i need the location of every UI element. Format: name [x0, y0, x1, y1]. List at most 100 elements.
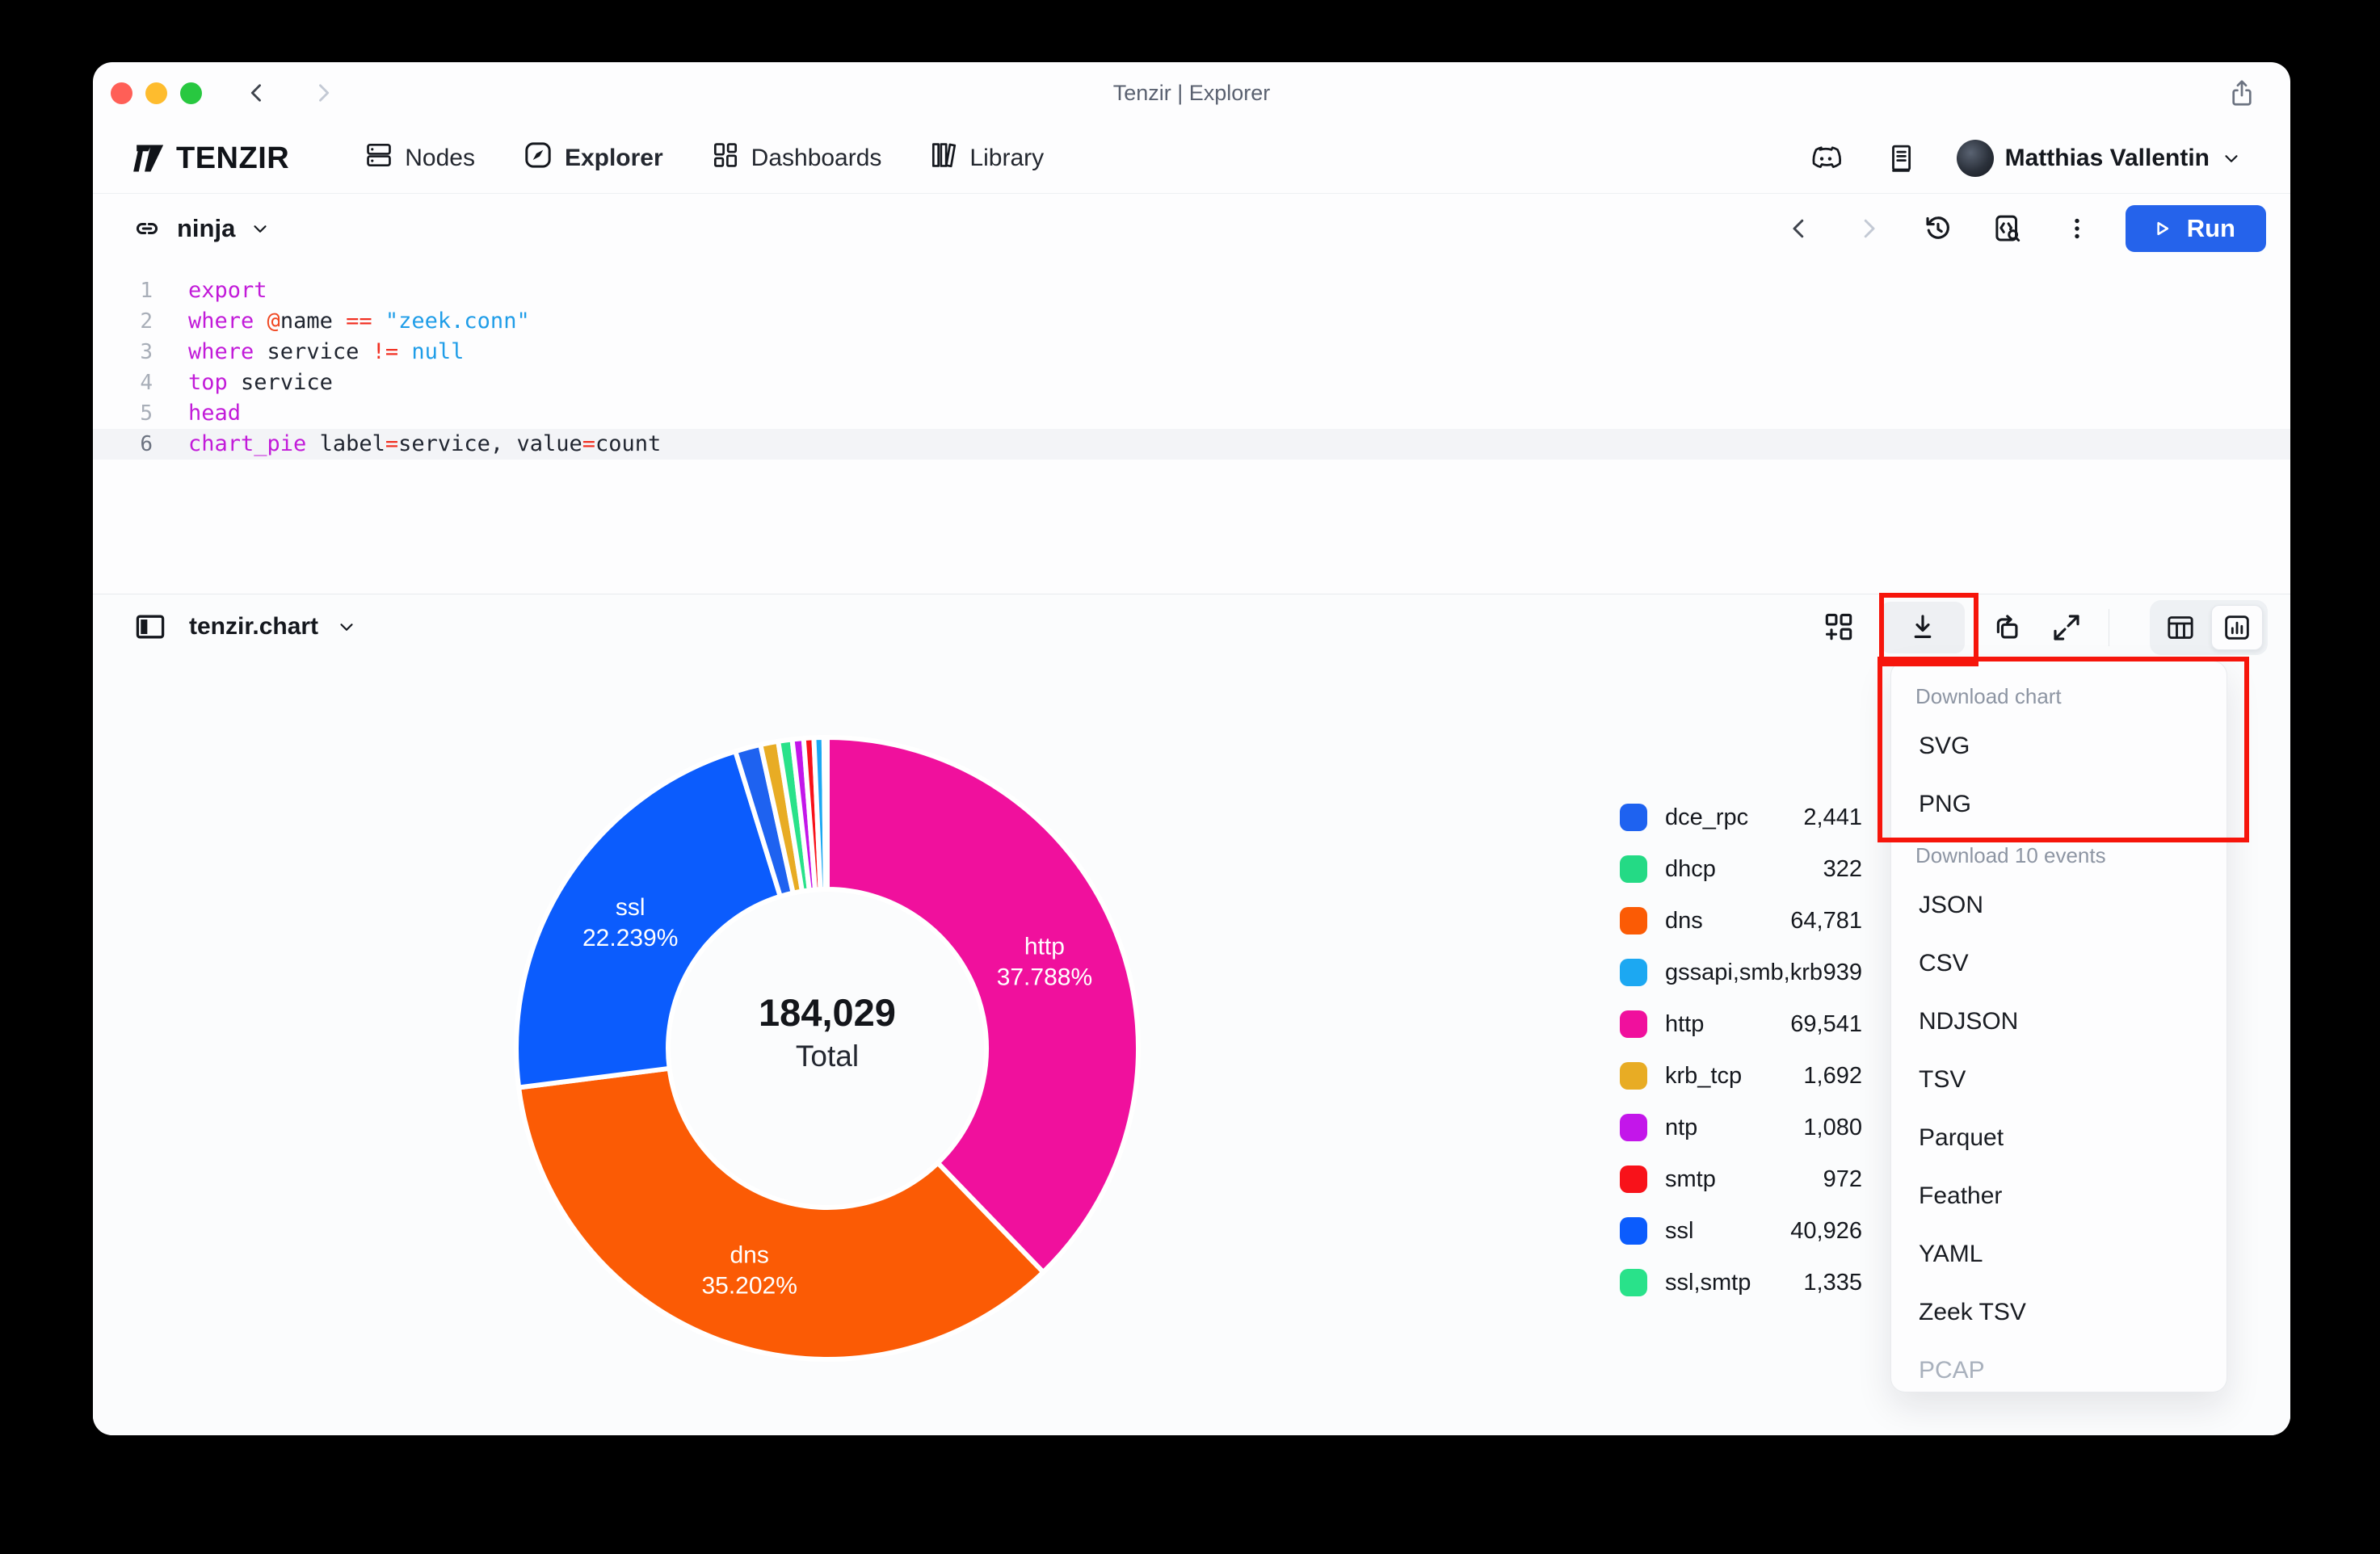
pipeline-name: ninja — [177, 214, 236, 242]
nav-item-label: Library — [969, 145, 1045, 171]
code-text: where service != null — [188, 339, 465, 364]
legend-row-ssl,smtp[interactable]: ssl,smtp 1,335 — [1620, 1257, 1862, 1308]
legend-swatch — [1620, 855, 1647, 883]
line-number: 1 — [140, 279, 153, 303]
traffic-lights — [111, 82, 202, 104]
legend-row-dns[interactable]: dns 64,781 — [1620, 895, 1862, 947]
legend-row-smtp[interactable]: smtp 972 — [1620, 1153, 1862, 1205]
legend-row-ntp[interactable]: ntp 1,080 — [1620, 1102, 1862, 1153]
line-number: 3 — [140, 340, 153, 364]
editor-line-2[interactable]: 2 where @name == "zeek.conn" — [93, 306, 2290, 337]
view-toggle — [2150, 600, 2268, 655]
history-forward-icon[interactable] — [1848, 208, 1890, 250]
editor-line-5[interactable]: 5 head — [93, 398, 2290, 429]
menu-item-json[interactable]: JSON — [1919, 892, 1984, 918]
legend-value: 1,335 — [1803, 1269, 1862, 1296]
menu-item-yaml[interactable]: YAML — [1919, 1241, 1983, 1267]
editor-line-4[interactable]: 4 top service — [93, 368, 2290, 398]
download-menu: Download chart SVG PNG Download 10 events JS… — [1890, 661, 2227, 1392]
add-to-dashboard-icon[interactable] — [1818, 607, 1860, 649]
run-button[interactable]: Run — [2125, 205, 2266, 252]
legend-row-gssapi,smb,krb[interactable]: gssapi,smb,krb 939 — [1620, 947, 1862, 998]
legend-row-krb_tcp[interactable]: krb_tcp 1,692 — [1620, 1050, 1862, 1102]
app-navigation: TENZIR Nodes Explorer Dashboards Library Ma… — [93, 124, 2290, 194]
menu-item-tsv[interactable]: TSV — [1919, 1066, 1966, 1093]
menu-item-ndjson[interactable]: NDJSON — [1919, 1008, 2019, 1035]
pipeline-selector[interactable]: ninja — [132, 213, 271, 244]
menu-section-label: Download 10 events — [1915, 843, 2106, 867]
schema-selector[interactable]: tenzir.chart — [129, 606, 357, 648]
legend-value: 2,441 — [1803, 804, 1862, 830]
chart-total-label: Total — [796, 1040, 859, 1073]
nav-item-library[interactable]: Library — [928, 140, 1044, 177]
user-menu[interactable]: Matthias Vallentin — [1956, 140, 2242, 177]
pie-slice-ssl[interactable] — [514, 749, 783, 1090]
editor-line-3[interactable]: 3 where service != null — [93, 337, 2290, 368]
browser-back-icon[interactable] — [236, 72, 278, 114]
results-panel: tenzir.chart — [93, 594, 2290, 1435]
menu-item-zeek-tsv[interactable]: Zeek TSV — [1919, 1299, 2026, 1325]
legend-row-ssl[interactable]: ssl 40,926 — [1620, 1205, 1862, 1257]
line-number: 2 — [140, 309, 153, 334]
legend-row-http[interactable]: http 69,541 — [1620, 998, 1862, 1050]
nav-item-explorer[interactable]: Explorer — [522, 139, 663, 178]
legend-label: smtp — [1665, 1166, 1716, 1192]
editor-line-1[interactable]: 1 export — [93, 275, 2290, 306]
menu-item-png[interactable]: PNG — [1919, 791, 1972, 817]
pie-slice-http[interactable] — [825, 735, 1142, 1275]
code-text: chart_pie label=service, value=count — [188, 431, 662, 456]
menu-item-svg[interactable]: SVG — [1919, 733, 1970, 759]
minimize-window-button[interactable] — [145, 82, 167, 104]
legend-value: 972 — [1823, 1166, 1862, 1192]
nav-item-dashboards[interactable]: Dashboards — [710, 140, 881, 177]
legend-value: 64,781 — [1790, 907, 1862, 934]
legend-label: krb_tcp — [1665, 1062, 1743, 1089]
chart-view-button[interactable] — [2211, 605, 2263, 650]
legend-label: dce_rpc — [1665, 804, 1749, 830]
chart-total-value: 184,029 — [759, 991, 896, 1034]
history-back-icon[interactable] — [1778, 208, 1820, 250]
nodes-icon — [364, 140, 394, 177]
code-search-icon[interactable] — [1987, 208, 2029, 250]
nav-item-label: Explorer — [564, 145, 663, 171]
download-chart-button[interactable] — [1881, 602, 1965, 653]
menu-item-csv[interactable]: CSV — [1919, 950, 1969, 976]
pie-slice-dns[interactable] — [516, 1065, 1046, 1362]
table-view-button[interactable] — [2155, 605, 2206, 650]
pie-chart: http 37.788% dns 35.202% ssl 22.239% 184,029 To… — [496, 717, 1158, 1380]
editor-line-6[interactable]: 6 chart_pie label=service, value=count — [93, 429, 2290, 460]
legend-row-dhcp[interactable]: dhcp 322 — [1620, 843, 1862, 895]
pipeline-toolbar: ninja Run — [93, 193, 2290, 264]
tenzir-logo[interactable]: TENZIR — [129, 141, 289, 176]
legend-swatch — [1620, 1114, 1647, 1141]
share-icon[interactable] — [2222, 74, 2261, 112]
copy-chart-icon[interactable] — [1986, 607, 2028, 649]
panel-toggle-icon[interactable] — [129, 606, 171, 648]
pie-slice-dhcp[interactable] — [821, 734, 830, 892]
play-icon — [2157, 221, 2168, 236]
legend-value: 69,541 — [1790, 1010, 1862, 1037]
history-icon[interactable] — [1917, 208, 1959, 250]
legend-label: dhcp — [1665, 855, 1716, 882]
legend-value: 939 — [1823, 959, 1862, 985]
menu-item-feather[interactable]: Feather — [1919, 1182, 2003, 1209]
slice-label-http: http 37.788% — [997, 933, 1092, 990]
table-icon — [2168, 616, 2193, 639]
legend-value: 1,692 — [1803, 1062, 1862, 1089]
legend-row-dce_rpc[interactable]: dce_rpc 2,441 — [1620, 792, 1862, 843]
chevron-down-icon — [340, 624, 353, 631]
maximize-window-button[interactable] — [180, 82, 202, 104]
discord-icon[interactable] — [1805, 137, 1847, 179]
legend-label: ssl — [1665, 1217, 1694, 1244]
tenzir-logo-icon — [133, 145, 164, 172]
code-text: top service — [188, 370, 333, 395]
expand-icon[interactable] — [2046, 607, 2088, 649]
docs-icon[interactable] — [1881, 137, 1923, 179]
close-window-button[interactable] — [111, 82, 132, 104]
menu-item-parquet[interactable]: Parquet — [1919, 1124, 2004, 1151]
legend-swatch — [1620, 1010, 1647, 1038]
more-options-icon[interactable] — [2056, 208, 2098, 250]
browser-forward-icon[interactable] — [302, 72, 344, 114]
nav-item-nodes[interactable]: Nodes — [364, 140, 475, 177]
pipeline-editor[interactable]: 1 export 2 where @name == "zeek.conn" 3 where… — [93, 264, 2290, 594]
